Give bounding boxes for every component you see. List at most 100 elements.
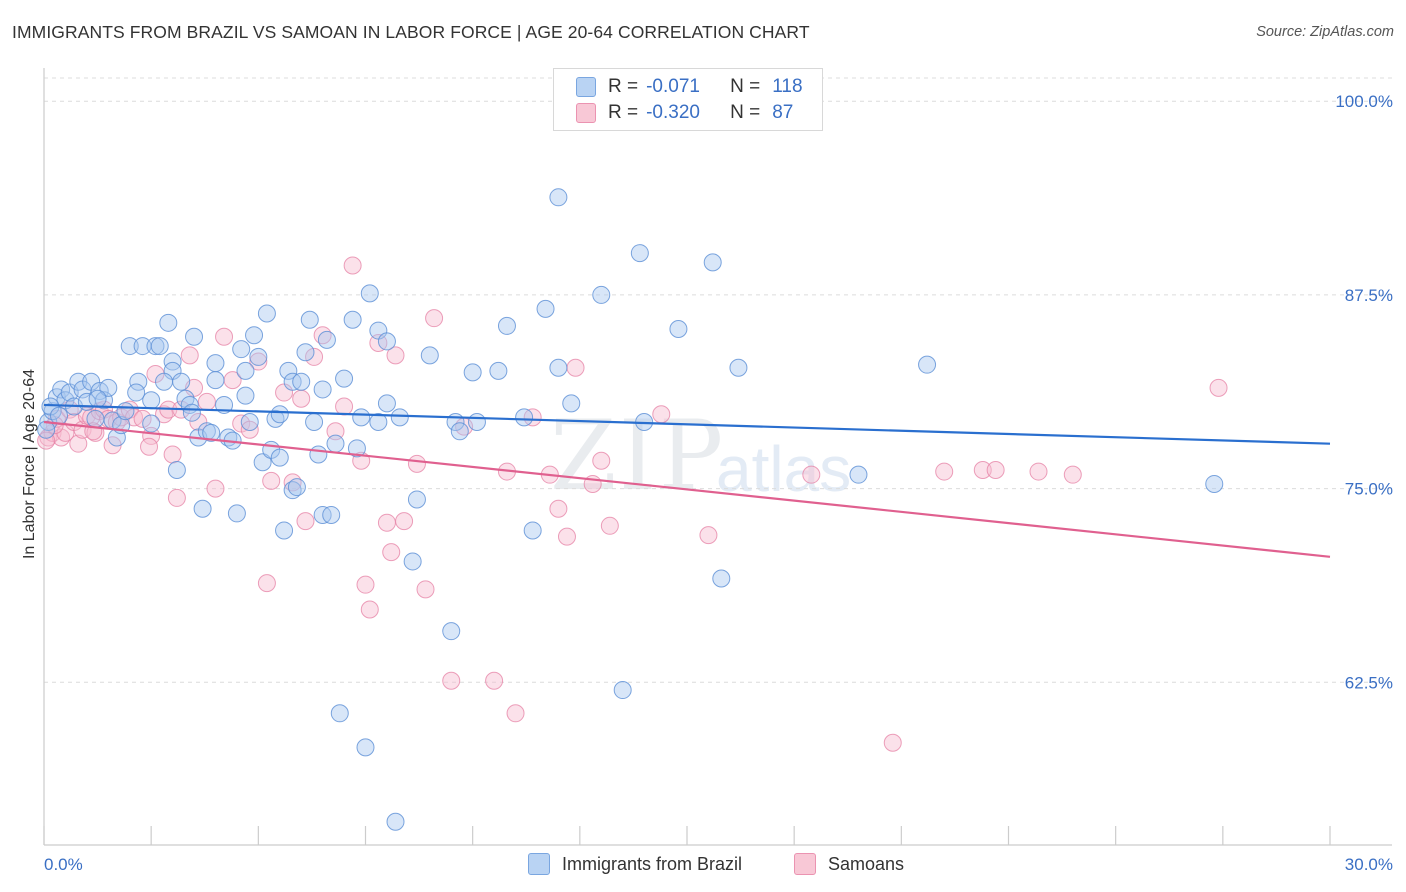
grid-lines <box>44 77 1392 683</box>
brazil-point <box>347 439 366 458</box>
samoans-point <box>883 733 902 752</box>
brazil-point <box>270 405 289 424</box>
brazil-point <box>236 361 255 380</box>
brazil-point <box>420 346 439 365</box>
brazil-point <box>270 448 289 467</box>
samoans-point <box>935 462 954 481</box>
brazil-point <box>377 332 396 351</box>
brazil-point <box>313 380 332 399</box>
y-tick-label: 87.5% <box>1345 286 1393 305</box>
brazil-point <box>712 569 731 588</box>
samoans-point <box>986 461 1005 480</box>
samoans-point <box>485 671 504 690</box>
brazil-point <box>549 188 568 207</box>
bottom-legend-label-samoans: Samoans <box>828 853 905 874</box>
brazil-point <box>232 340 251 359</box>
brazil-point <box>275 521 294 540</box>
brazil-point <box>88 389 107 408</box>
brazil-point <box>296 343 315 362</box>
samoans-point <box>600 516 619 535</box>
brazil-point <box>172 372 191 391</box>
samoans-point <box>257 574 276 593</box>
x-tick-label: 30.0% <box>1345 855 1393 874</box>
brazil-point <box>356 738 375 757</box>
legend-row-samoans: R = -0.320 N = 87 <box>576 101 793 125</box>
samoans-point <box>197 392 216 411</box>
samoans-trend-line <box>43 420 1331 558</box>
brazil-point <box>549 358 568 377</box>
samoans-point <box>69 434 88 453</box>
trend-lines <box>43 403 1331 558</box>
legend-n-value: 87 <box>772 102 794 123</box>
brazil-point <box>202 423 221 442</box>
bottom-legend-swatch-brazil <box>528 853 550 875</box>
brazil-point <box>193 499 212 518</box>
brazil-point <box>403 552 422 571</box>
brazil-point <box>182 403 201 422</box>
samoans-point <box>557 527 576 546</box>
brazil-point <box>120 337 139 356</box>
brazil-point <box>669 320 688 339</box>
samoans-point <box>167 488 186 507</box>
brazil-point <box>86 409 105 428</box>
legend-r-label: R = <box>608 102 639 123</box>
brazil-point <box>253 453 272 472</box>
brazil-point <box>300 310 319 329</box>
brazil-point <box>167 461 186 480</box>
brazil-point <box>562 394 581 413</box>
brazil-point <box>1205 474 1224 493</box>
brazil-point <box>305 412 324 431</box>
brazil-point <box>185 327 204 346</box>
samoans-point <box>425 309 444 328</box>
brazil-point <box>116 402 135 421</box>
brazil-point <box>463 363 482 382</box>
bottom-legend-samoans: Samoans <box>794 852 904 876</box>
brazil-point <box>377 394 396 413</box>
correlation-legend: R = -0.071 N = 118 R = -0.320 N = 87 <box>553 68 823 131</box>
brazil-point <box>206 354 225 373</box>
brazil-point <box>317 330 336 349</box>
brazil-point <box>43 402 62 421</box>
brazil-points <box>37 188 1224 831</box>
samoans-point <box>699 526 718 545</box>
legend-r-value: -0.071 <box>646 76 700 97</box>
brazil-point <box>592 285 611 304</box>
y-tick-label: 75.0% <box>1345 480 1393 499</box>
bottom-legend-swatch-samoans <box>794 853 816 875</box>
source-label: Source: ZipAtlas.com <box>1256 24 1394 40</box>
brazil-point <box>245 326 264 345</box>
legend-swatch-brazil <box>576 77 596 97</box>
samoans-point <box>407 454 426 473</box>
brazil-point <box>849 465 868 484</box>
samoans-point <box>566 358 585 377</box>
samoans-point <box>395 512 414 531</box>
brazil-point <box>150 337 169 356</box>
samoans-point <box>1029 462 1048 481</box>
brazil-point <box>142 414 161 433</box>
y-tick-label: 100.0% <box>1335 92 1393 111</box>
tick-labels: 62.5% 75.0% 87.5% 100.0% 0.0% 30.0% In Labor F… <box>21 92 1393 874</box>
brazil-point <box>703 253 722 272</box>
brazil-point <box>227 504 246 523</box>
brazil-point <box>236 386 255 405</box>
brazil-point <box>142 391 161 410</box>
brazil-point <box>630 244 649 263</box>
samoans-point <box>292 389 311 408</box>
brazil-point <box>729 358 748 377</box>
samoans-point <box>140 437 159 456</box>
brazil-point <box>343 310 362 329</box>
samoans-point <box>592 451 611 470</box>
legend-n-label: N = <box>730 102 761 123</box>
brazil-point <box>163 352 182 371</box>
samoans-point <box>133 409 152 428</box>
y-axis-title: In Labor Force | Age 20-64 <box>21 369 38 559</box>
bottom-legend-brazil: Immigrants from Brazil <box>528 852 742 876</box>
brazil-point <box>240 412 259 431</box>
bottom-legend-label-brazil: Immigrants from Brazil <box>562 853 743 874</box>
samoans-point <box>180 346 199 365</box>
brazil-point <box>335 369 354 388</box>
brazil-point <box>309 445 328 464</box>
brazil-point <box>536 299 555 318</box>
samoans-point <box>1063 465 1082 484</box>
